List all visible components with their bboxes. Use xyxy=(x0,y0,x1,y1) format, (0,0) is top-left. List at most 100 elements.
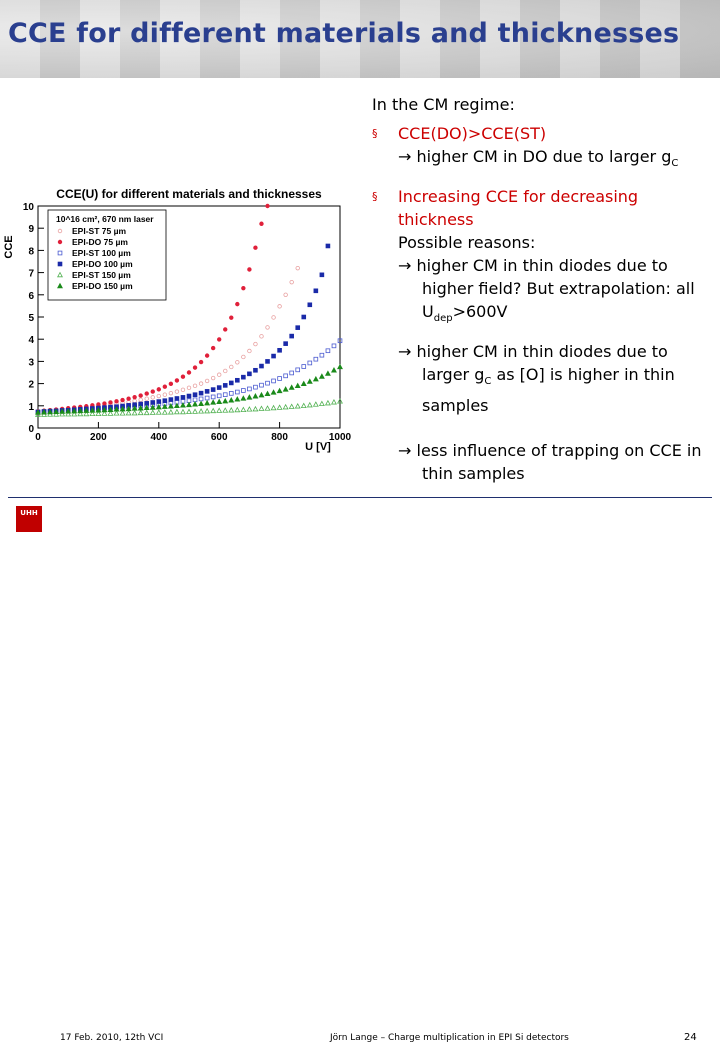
data-point xyxy=(312,375,319,382)
data-point xyxy=(65,408,72,414)
data-point xyxy=(247,348,252,354)
data-point xyxy=(113,406,120,412)
bullet-2-line-1: Increasing CCE for decreasing xyxy=(398,187,639,207)
data-point xyxy=(180,387,186,393)
data-point xyxy=(301,364,307,369)
data-point xyxy=(143,409,150,416)
data-point xyxy=(173,408,180,415)
data-point xyxy=(53,408,60,414)
data-point xyxy=(210,394,216,400)
data-point xyxy=(222,407,229,413)
data-point xyxy=(35,409,41,415)
data-point xyxy=(318,400,325,407)
data-point xyxy=(324,370,331,376)
data-point xyxy=(138,397,143,403)
data-point xyxy=(107,406,114,412)
data-point xyxy=(325,243,331,249)
data-point xyxy=(319,272,325,278)
data-point xyxy=(210,387,216,392)
data-point xyxy=(150,395,155,400)
data-point xyxy=(155,409,162,415)
legend-marker xyxy=(57,239,63,245)
data-point xyxy=(312,401,319,407)
data-point xyxy=(210,399,217,405)
data-point xyxy=(156,399,162,404)
data-point xyxy=(101,410,108,416)
data-point xyxy=(59,408,66,414)
data-point xyxy=(241,285,246,291)
data-point xyxy=(89,410,96,416)
data-point xyxy=(131,409,138,416)
cce-chart: CCE(U) for different materials and thick… xyxy=(3,187,352,453)
data-point xyxy=(138,393,143,398)
data-point xyxy=(108,400,113,405)
data-point xyxy=(186,408,192,414)
data-point xyxy=(235,301,240,307)
data-point xyxy=(331,343,337,349)
data-point xyxy=(71,407,78,414)
data-point xyxy=(264,405,271,411)
data-point xyxy=(330,399,337,405)
data-point xyxy=(186,393,192,399)
data-point xyxy=(235,389,240,395)
data-point xyxy=(253,384,258,390)
data-point xyxy=(168,390,174,396)
bullet-marker: § xyxy=(372,190,378,204)
data-point xyxy=(240,395,247,401)
data-point xyxy=(222,397,229,404)
data-point xyxy=(95,407,102,413)
data-point xyxy=(186,370,192,375)
data-point xyxy=(168,381,174,387)
data-point xyxy=(149,409,156,415)
legend-header: 10^16 cm², 670 nm laser xyxy=(56,214,154,224)
chart-title: CCE(U) for different materials and thick… xyxy=(56,187,322,201)
data-point xyxy=(265,203,270,209)
data-point xyxy=(216,398,223,405)
data-point xyxy=(186,401,192,408)
data-point xyxy=(174,389,180,394)
legend-label: EPI-ST 75 µm xyxy=(72,226,126,236)
data-point xyxy=(137,409,144,416)
y-tick-label: 8 xyxy=(28,246,34,257)
data-point xyxy=(125,405,132,412)
data-point xyxy=(131,405,138,411)
data-point xyxy=(271,315,276,320)
data-point xyxy=(306,401,313,408)
data-point xyxy=(155,403,162,410)
y-tick-label: 7 xyxy=(28,269,34,280)
data-point xyxy=(253,245,258,250)
title-banner xyxy=(0,0,720,78)
data-point xyxy=(289,333,294,339)
arrow-icon: → xyxy=(398,440,412,460)
data-point xyxy=(259,221,264,226)
data-point xyxy=(102,401,107,406)
arrow-icon: → xyxy=(398,147,412,166)
data-point xyxy=(168,397,174,402)
data-point xyxy=(265,359,270,364)
data-point xyxy=(167,403,174,409)
data-point xyxy=(119,410,126,416)
legend-label: EPI-DO 75 µm xyxy=(72,237,128,247)
data-point xyxy=(198,381,204,386)
data-point xyxy=(132,394,137,400)
data-point xyxy=(198,359,204,365)
reason-1-line-1: → higher CM in thin diodes due to xyxy=(398,254,717,277)
data-point xyxy=(247,371,252,377)
data-point xyxy=(228,391,234,396)
data-point xyxy=(241,388,246,393)
data-point xyxy=(204,407,211,414)
data-point xyxy=(192,383,198,389)
data-point xyxy=(276,404,283,410)
reason-1-text: higher CM in thin diodes due to xyxy=(411,256,668,276)
y-tick-label: 5 xyxy=(28,313,34,324)
subscript-c: C xyxy=(671,158,679,170)
data-point xyxy=(143,404,150,410)
data-point xyxy=(259,382,264,388)
data-point xyxy=(253,367,258,373)
data-point xyxy=(83,407,90,413)
data-point xyxy=(235,360,240,365)
reason-1-line-2: higher field? But extrapolation: all xyxy=(422,279,695,299)
legend-label: EPI-ST 150 µm xyxy=(72,270,131,280)
data-point xyxy=(324,399,331,406)
data-point xyxy=(204,389,210,394)
